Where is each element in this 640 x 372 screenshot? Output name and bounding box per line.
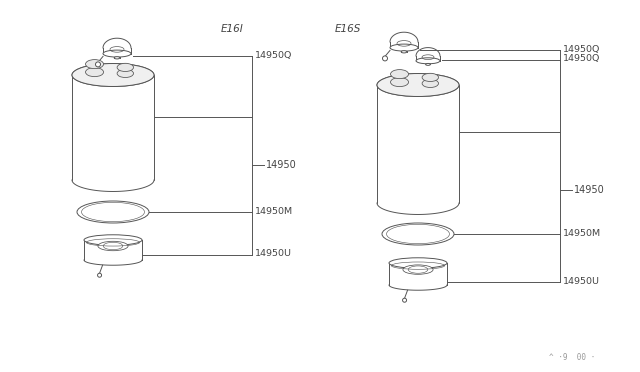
Text: 14950Q: 14950Q [563, 54, 600, 63]
Text: 14950Q: 14950Q [563, 45, 600, 54]
Ellipse shape [86, 68, 104, 77]
Text: 14950: 14950 [574, 185, 605, 195]
Ellipse shape [390, 44, 418, 51]
Ellipse shape [114, 57, 120, 59]
Ellipse shape [382, 223, 454, 245]
Text: E16I: E16I [221, 24, 243, 34]
Ellipse shape [426, 64, 430, 65]
Text: 14950: 14950 [266, 160, 297, 170]
Ellipse shape [117, 63, 134, 71]
Text: 14950Q: 14950Q [255, 51, 292, 60]
Ellipse shape [103, 50, 131, 57]
Ellipse shape [72, 64, 154, 86]
Ellipse shape [389, 258, 447, 268]
Ellipse shape [401, 51, 407, 53]
Text: 14950U: 14950U [255, 250, 292, 259]
Text: E16S: E16S [335, 24, 361, 34]
Ellipse shape [84, 235, 142, 245]
Ellipse shape [403, 265, 433, 274]
Ellipse shape [98, 241, 128, 251]
Ellipse shape [377, 74, 459, 96]
Ellipse shape [422, 79, 438, 87]
Circle shape [97, 273, 102, 277]
Ellipse shape [117, 69, 134, 77]
Ellipse shape [416, 58, 440, 64]
Ellipse shape [377, 74, 459, 96]
Text: 14950U: 14950U [563, 276, 600, 285]
Text: ^ ·9  00 ·: ^ ·9 00 · [548, 353, 595, 362]
Circle shape [383, 56, 387, 61]
Circle shape [95, 62, 100, 67]
Ellipse shape [422, 73, 438, 81]
Circle shape [403, 298, 406, 302]
Ellipse shape [72, 64, 154, 86]
Ellipse shape [390, 78, 408, 87]
Ellipse shape [390, 70, 408, 78]
Ellipse shape [77, 201, 149, 223]
Text: 14950M: 14950M [563, 228, 601, 237]
Ellipse shape [86, 60, 104, 68]
Text: 14950M: 14950M [255, 206, 293, 215]
